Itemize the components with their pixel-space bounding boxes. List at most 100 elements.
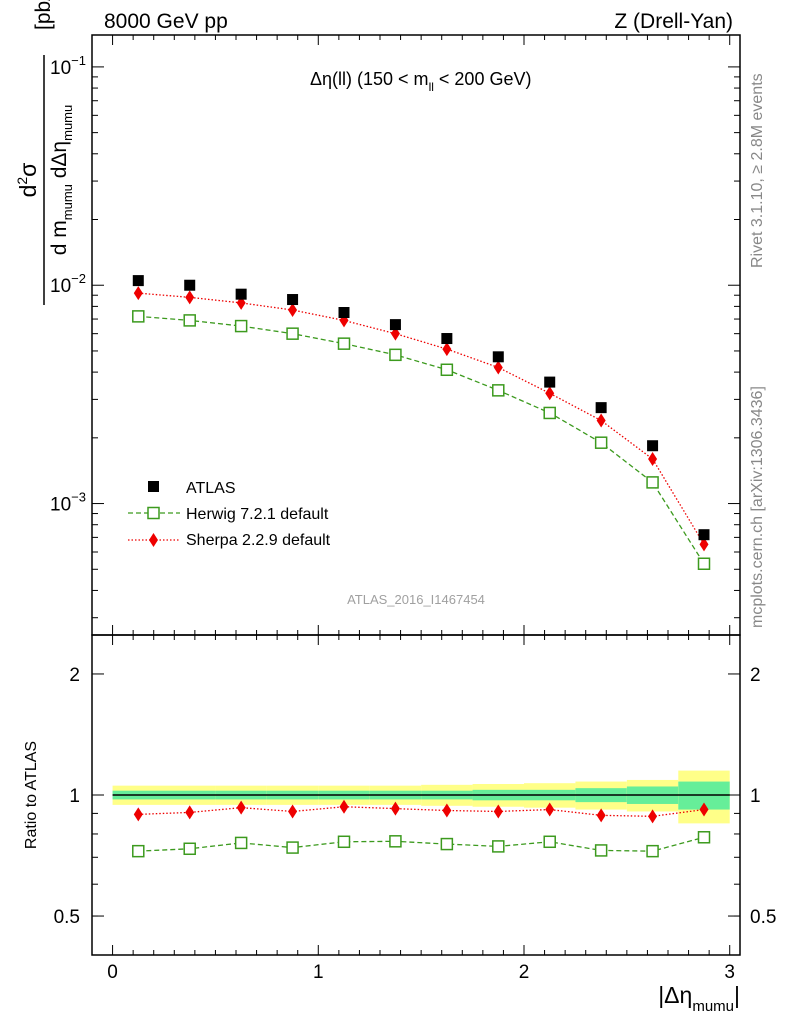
data-point-sherpa (648, 809, 658, 824)
legend-label-sherpa: Sherpa 2.2.9 default (186, 532, 331, 549)
legend-label-atlas: ATLAS (186, 480, 236, 497)
legend-entry-atlas: ATLAS (148, 480, 236, 497)
series-line-herwig (138, 836, 705, 852)
plot-title: Δη(ll) (150 < mll < 200 GeV) (310, 69, 531, 94)
y-label-numerator: d2σ (14, 163, 41, 198)
y-tick-label: 10−1 (50, 53, 86, 79)
data-point-sherpa (699, 802, 709, 817)
data-point-sherpa (545, 386, 555, 401)
ratio-y-tick-label-right: 1 (750, 786, 761, 807)
data-point-atlas (389, 319, 401, 331)
data-point-sherpa (596, 413, 606, 428)
data-point-sherpa (390, 801, 400, 816)
data-point-sherpa (236, 800, 246, 815)
data-point-atlas (595, 402, 607, 414)
data-point-herwig (646, 844, 659, 858)
legend: ATLAS Herwig 7.2.1 default Sherpa 2.2.9 … (128, 480, 331, 549)
ratio-y-tick-label: 2 (69, 665, 80, 686)
x-axis-label: |Δηmumu| (658, 982, 740, 1015)
data-point-herwig (594, 436, 608, 449)
data-point-herwig (594, 844, 608, 857)
data-point-herwig (389, 835, 402, 848)
data-point-sherpa (493, 360, 503, 375)
main-y-axis-label: d2σ d mmumu dΔηmumu [pb/GeV] (14, 0, 75, 305)
data-point-herwig (440, 363, 454, 377)
mcplots-label: mcplots.cern.ch [arXiv:1306.3436] (749, 386, 766, 628)
data-point-herwig (286, 327, 299, 340)
data-point-atlas (441, 333, 453, 345)
ratio-panel: 0 1 2 3 0.5 0.5 1 1 2 2 Ratio to ATLAS |Δηmumu| (23, 634, 776, 1015)
data-point-atlas (338, 307, 350, 319)
data-point-sherpa (596, 808, 606, 823)
plot-title-main: Δη(ll) (150 < m (310, 69, 429, 89)
main-panel: 10−1 10−2 10−3 Δη(ll) (150 < mll < 200 GeV… (14, 0, 741, 636)
main-axis-ticks: 10−1 10−2 10−3 (50, 35, 740, 635)
x-tick-label: 2 (519, 962, 530, 983)
rivet-version-label: Rivet 3.1.10, ≥ 2.8M events (749, 73, 766, 268)
data-point-herwig (492, 840, 505, 853)
data-point-atlas (492, 351, 504, 363)
data-point-herwig (646, 476, 659, 489)
data-point-herwig (697, 557, 711, 571)
analysis-watermark: ATLAS_2016_I1467454 (347, 592, 485, 607)
data-point-atlas (698, 529, 710, 541)
legend-marker-herwig (147, 506, 160, 520)
ratio-plot-content (112, 770, 730, 858)
data-point-herwig (132, 310, 145, 323)
x-tick-label: 0 (107, 962, 118, 983)
data-point-herwig (697, 831, 711, 844)
data-point-herwig (286, 841, 299, 854)
series-line-sherpa (138, 806, 705, 817)
plot-title-subscript: ll (429, 80, 434, 94)
data-point-herwig (543, 406, 556, 420)
data-point-sherpa (339, 799, 349, 814)
data-point-atlas (184, 279, 196, 291)
data-point-atlas (132, 275, 144, 287)
data-point-herwig (183, 842, 196, 856)
x-tick-label: 3 (724, 962, 735, 983)
ratio-y-axis-label: Ratio to ATLAS (23, 741, 40, 849)
data-point-sherpa (133, 286, 143, 301)
ratio-y-tick-label: 1 (69, 786, 80, 807)
data-point-herwig (440, 837, 454, 851)
data-point-herwig (492, 384, 505, 397)
legend-label-herwig: Herwig 7.2.1 default (186, 506, 329, 523)
series-line-herwig (138, 315, 705, 565)
data-point-herwig (183, 314, 196, 327)
legend-marker-atlas (148, 481, 159, 492)
data-point-sherpa (185, 805, 195, 820)
legend-entry-herwig: Herwig 7.2.1 default (128, 506, 329, 523)
series-line-sherpa (138, 292, 705, 545)
ratio-y-tick-label-right: 2 (750, 665, 761, 686)
data-point-sherpa (390, 326, 400, 341)
ratio-y-tick-label: 0.5 (54, 907, 80, 928)
y-label-denominator: d mmumu dΔηmumu (48, 105, 75, 256)
ratio-y-tick-label-right: 0.5 (750, 907, 776, 928)
data-point-sherpa (442, 342, 452, 357)
data-point-sherpa (288, 303, 298, 318)
main-plot-content (132, 275, 711, 571)
data-point-sherpa (133, 807, 143, 822)
data-point-herwig (337, 835, 351, 849)
data-point-atlas (235, 288, 247, 300)
data-point-sherpa (545, 802, 555, 817)
data-point-herwig (389, 348, 402, 362)
data-point-herwig (234, 319, 248, 333)
legend-entry-sherpa: Sherpa 2.2.9 default (128, 532, 331, 549)
data-point-herwig (543, 835, 556, 849)
plot-title-tail: < 200 GeV) (434, 69, 532, 89)
header-right-label: Z (Drell-Yan) (614, 10, 733, 33)
data-point-sherpa (648, 451, 658, 466)
data-point-atlas (544, 376, 556, 388)
legend-marker-sherpa (149, 533, 158, 547)
data-point-herwig (337, 337, 351, 350)
y-tick-label: 10−2 (50, 271, 86, 297)
data-point-sherpa (493, 804, 503, 819)
data-point-herwig (234, 836, 248, 850)
y-label-unit: [pb/GeV] (32, 0, 55, 30)
data-point-sherpa (699, 537, 709, 552)
data-point-sherpa (288, 804, 298, 819)
data-point-sherpa (442, 803, 452, 818)
data-point-sherpa (185, 290, 195, 305)
